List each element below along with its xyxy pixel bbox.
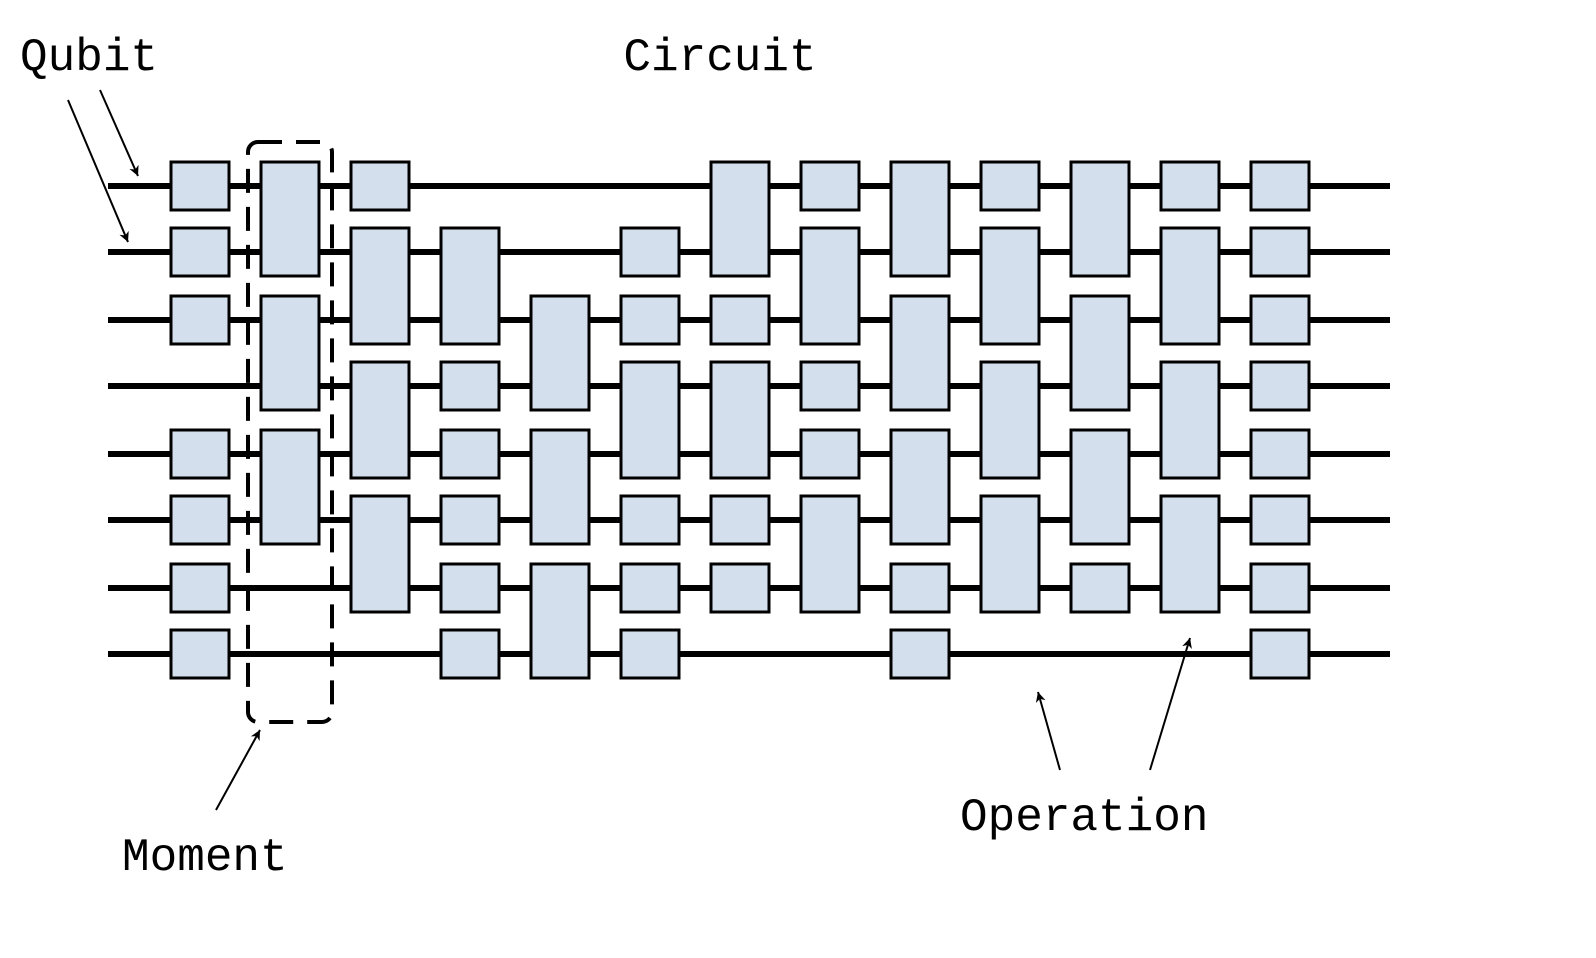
diagram-background [0, 0, 1596, 958]
gate-box [441, 430, 499, 478]
gate-box [1161, 228, 1219, 344]
gate-box [981, 162, 1039, 210]
gate-box [981, 228, 1039, 344]
gate-box [1071, 430, 1129, 544]
gate-box [711, 564, 769, 612]
gate-box [171, 228, 229, 276]
gate-box [441, 630, 499, 678]
gate-box [171, 162, 229, 210]
qubit-label: Qubit [20, 32, 158, 84]
gate-box [351, 362, 409, 478]
moment-label: Moment [122, 832, 288, 884]
gate-box [981, 362, 1039, 478]
operation-label: Operation [960, 792, 1208, 844]
gate-box [891, 296, 949, 410]
gate-box [171, 564, 229, 612]
gate-box [261, 430, 319, 544]
gate-box [801, 362, 859, 410]
gate-box [801, 496, 859, 612]
gate-box [801, 228, 859, 344]
gate-box [531, 430, 589, 544]
gate-box [711, 162, 769, 276]
gate-box [621, 228, 679, 276]
gate-box [351, 496, 409, 612]
gate-box [1071, 564, 1129, 612]
gate-box [351, 228, 409, 344]
gate-box [1251, 228, 1309, 276]
gate-box [891, 564, 949, 612]
gate-box [891, 430, 949, 544]
gate-box [621, 630, 679, 678]
gate-box [531, 296, 589, 410]
gate-box [171, 430, 229, 478]
gate-box [1251, 162, 1309, 210]
gate-box [531, 564, 589, 678]
gate-box [1071, 296, 1129, 410]
gate-box [1071, 162, 1129, 276]
gate-box [891, 162, 949, 276]
gate-box [441, 564, 499, 612]
gate-box [171, 296, 229, 344]
circuit-title: Circuit [623, 32, 816, 84]
gate-box [1251, 362, 1309, 410]
gate-box [621, 564, 679, 612]
gate-box [171, 496, 229, 544]
gate-box [171, 630, 229, 678]
gate-box [711, 362, 769, 478]
gate-box [621, 496, 679, 544]
gate-box [1161, 362, 1219, 478]
gate-box [891, 630, 949, 678]
gate-box [441, 228, 499, 344]
gate-box [441, 362, 499, 410]
gate-box [261, 162, 319, 276]
gate-box [801, 430, 859, 478]
gate-box [1251, 630, 1309, 678]
gate-box [1161, 162, 1219, 210]
gate-box [1251, 496, 1309, 544]
gate-box [981, 496, 1039, 612]
gate-box [621, 296, 679, 344]
gate-box [1251, 296, 1309, 344]
gate-box [801, 162, 859, 210]
gate-box [711, 496, 769, 544]
gate-box [351, 162, 409, 210]
gate-box [441, 496, 499, 544]
gate-box [621, 362, 679, 478]
gate-box [711, 296, 769, 344]
gate-box [261, 296, 319, 410]
gate-box [1251, 564, 1309, 612]
gate-box [1161, 496, 1219, 612]
gate-box [1251, 430, 1309, 478]
